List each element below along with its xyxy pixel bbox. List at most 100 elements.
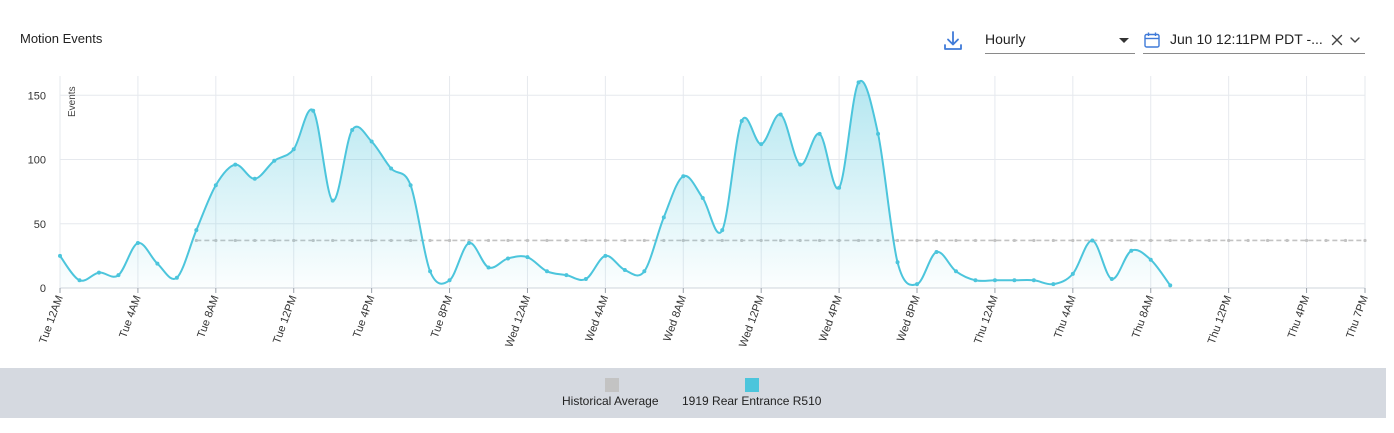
point-rear-entrance-r510[interactable] (96, 270, 101, 275)
y-axis-label: Events (67, 86, 78, 117)
point-historical-average (1363, 238, 1367, 243)
series-area-rear-entrance-r510 (60, 80, 1171, 289)
point-rear-entrance-r510[interactable] (915, 282, 920, 287)
point-historical-average (915, 238, 919, 243)
point-rear-entrance-r510[interactable] (116, 273, 121, 278)
x-tick-label: Thu 4PM (1286, 294, 1313, 340)
point-rear-entrance-r510[interactable] (213, 183, 218, 188)
point-rear-entrance-r510[interactable] (778, 112, 783, 117)
point-rear-entrance-r510[interactable] (720, 228, 725, 233)
point-rear-entrance-r510[interactable] (895, 260, 900, 265)
point-rear-entrance-r510[interactable] (135, 241, 140, 246)
point-rear-entrance-r510[interactable] (1070, 271, 1075, 276)
point-historical-average (954, 238, 958, 243)
point-rear-entrance-r510[interactable] (817, 131, 822, 136)
point-rear-entrance-r510[interactable] (1012, 278, 1017, 283)
chart-title: Motion Events (20, 31, 103, 46)
point-rear-entrance-r510[interactable] (525, 255, 530, 260)
legend-swatch-historical-average (605, 378, 619, 392)
point-rear-entrance-r510[interactable] (486, 265, 491, 270)
legend-item-rear-entrance-r510[interactable]: 1919 Rear Entrance R510 (676, 368, 830, 418)
y-tick-label: 150 (28, 90, 46, 102)
point-rear-entrance-r510[interactable] (1129, 248, 1134, 253)
point-rear-entrance-r510[interactable] (505, 256, 510, 261)
point-rear-entrance-r510[interactable] (739, 118, 744, 123)
point-historical-average (993, 238, 997, 243)
chevron-down-icon[interactable] (1349, 34, 1361, 46)
point-rear-entrance-r510[interactable] (1109, 277, 1114, 282)
point-rear-entrance-r510[interactable] (155, 261, 160, 266)
point-rear-entrance-r510[interactable] (622, 268, 627, 273)
point-historical-average (1110, 238, 1114, 243)
point-rear-entrance-r510[interactable] (389, 166, 394, 171)
x-tick-label: Wed 8PM (895, 294, 923, 343)
point-rear-entrance-r510[interactable] (311, 108, 316, 113)
point-historical-average (447, 238, 452, 243)
point-rear-entrance-r510[interactable] (174, 275, 179, 280)
x-tick-label: Wed 8AM (661, 294, 689, 343)
close-icon[interactable] (1330, 33, 1344, 47)
point-historical-average (1246, 238, 1250, 243)
date-range-picker[interactable]: Jun 10 12:11PM PDT -... (1143, 28, 1365, 54)
x-tick-label: Tue 4PM (351, 294, 377, 340)
x-tick-label: Wed 4PM (817, 294, 845, 343)
point-rear-entrance-r510[interactable] (837, 185, 842, 190)
date-range-value: Jun 10 12:11PM PDT -... (1170, 31, 1323, 47)
point-rear-entrance-r510[interactable] (934, 250, 939, 255)
x-tick-label: Thu 4AM (1052, 294, 1079, 340)
point-rear-entrance-r510[interactable] (681, 174, 686, 179)
point-historical-average (1129, 238, 1133, 243)
x-tick-label: Tue 12AM (37, 294, 65, 345)
point-rear-entrance-r510[interactable] (564, 273, 569, 278)
point-historical-average (973, 238, 978, 243)
point-rear-entrance-r510[interactable] (447, 278, 452, 283)
point-historical-average (1207, 238, 1211, 243)
point-rear-entrance-r510[interactable] (1051, 282, 1056, 287)
point-rear-entrance-r510[interactable] (583, 277, 588, 282)
x-tick-label: Thu 8AM (1130, 294, 1157, 340)
legend-item-historical-average[interactable]: Historical Average (556, 368, 668, 418)
point-rear-entrance-r510[interactable] (973, 278, 978, 283)
point-rear-entrance-r510[interactable] (369, 139, 374, 144)
point-rear-entrance-r510[interactable] (408, 183, 413, 188)
motion-events-chart: 0 50 100 150 Events Tue 12AM Tue 4AM Tue 8AM T… (28, 76, 1371, 349)
point-rear-entrance-r510[interactable] (1168, 283, 1173, 288)
point-historical-average (1285, 238, 1289, 243)
point-rear-entrance-r510[interactable] (77, 278, 82, 283)
point-rear-entrance-r510[interactable] (544, 269, 549, 274)
point-rear-entrance-r510[interactable] (58, 253, 62, 258)
point-rear-entrance-r510[interactable] (642, 269, 647, 274)
point-historical-average (642, 238, 646, 243)
point-rear-entrance-r510[interactable] (291, 147, 296, 152)
x-tick-label: Wed 4AM (583, 294, 611, 343)
point-rear-entrance-r510[interactable] (467, 241, 472, 246)
point-rear-entrance-r510[interactable] (233, 162, 238, 167)
point-rear-entrance-r510[interactable] (272, 158, 277, 163)
download-button[interactable] (940, 28, 966, 54)
point-rear-entrance-r510[interactable] (759, 142, 764, 147)
point-historical-average (934, 238, 939, 243)
point-rear-entrance-r510[interactable] (603, 253, 608, 258)
point-rear-entrance-r510[interactable] (194, 228, 199, 233)
x-tick-label: Tue 12PM (271, 294, 299, 345)
point-rear-entrance-r510[interactable] (350, 127, 355, 132)
point-rear-entrance-r510[interactable] (953, 269, 958, 274)
point-rear-entrance-r510[interactable] (661, 215, 666, 220)
point-rear-entrance-r510[interactable] (1148, 257, 1153, 262)
point-rear-entrance-r510[interactable] (876, 131, 881, 136)
point-rear-entrance-r510[interactable] (1031, 278, 1036, 283)
point-historical-average (623, 238, 627, 243)
point-rear-entrance-r510[interactable] (330, 198, 335, 203)
point-rear-entrance-r510[interactable] (700, 196, 705, 201)
point-rear-entrance-r510[interactable] (1090, 238, 1095, 243)
interval-select[interactable]: Hourly (985, 28, 1135, 54)
legend-label: 1919 Rear Entrance R510 (682, 394, 822, 408)
point-rear-entrance-r510[interactable] (428, 269, 433, 274)
point-historical-average (564, 238, 569, 243)
point-rear-entrance-r510[interactable] (992, 278, 997, 283)
point-rear-entrance-r510[interactable] (252, 176, 257, 181)
calendar-icon (1144, 32, 1160, 48)
point-historical-average (506, 238, 510, 243)
point-rear-entrance-r510[interactable] (856, 80, 861, 85)
point-rear-entrance-r510[interactable] (798, 162, 803, 167)
